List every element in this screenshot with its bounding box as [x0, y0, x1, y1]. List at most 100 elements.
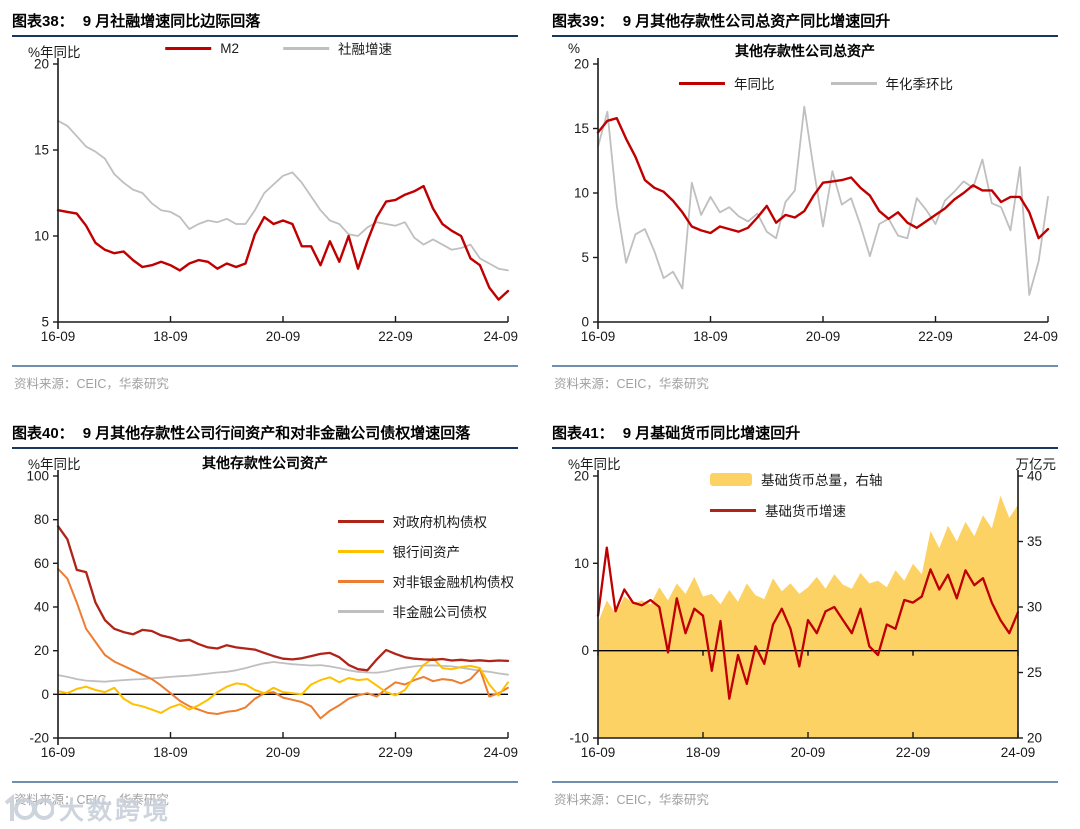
legend: 对政府机构债权 银行间资产对非银金融机构债权 非金融公司债权	[337, 511, 515, 621]
svg-text:80: 80	[34, 512, 49, 527]
svg-text:35: 35	[1027, 534, 1042, 549]
y-axis-unit-label: %年同比	[28, 45, 81, 61]
figure-title: 9 月基础货币同比增速回升	[622, 425, 801, 442]
svg-text:20: 20	[574, 469, 589, 484]
legend-item: 非金融公司债权	[337, 601, 515, 621]
svg-text:40: 40	[34, 600, 49, 615]
legend-label: 基础货币总量，右轴	[761, 473, 883, 489]
svg-text:18-09: 18-09	[153, 329, 188, 344]
svg-text:20-09: 20-09	[266, 745, 301, 760]
svg-text:100: 100	[26, 469, 49, 484]
line-swatch	[830, 81, 877, 85]
svg-text:0: 0	[41, 687, 49, 702]
source-rule	[12, 781, 518, 784]
svg-text:0: 0	[581, 643, 589, 658]
svg-text:22-09: 22-09	[896, 745, 931, 760]
svg-text:20-09: 20-09	[806, 329, 841, 344]
legend-label: 对政府机构债权	[392, 515, 488, 531]
legend-label: 对非银金融机构债权	[392, 575, 515, 591]
figure-40-chart: %年同比 其他存款性公司资产 对政府机构债权 银行间资产对非银金融机构债权 非金融公…	[12, 453, 518, 775]
svg-text:20-09: 20-09	[266, 329, 301, 344]
legend-label: 社融增速	[337, 42, 392, 58]
source-note: 资料来源：CEIC，华泰研究	[14, 377, 169, 392]
legend-label: 基础货币增速	[765, 504, 846, 520]
y-axis-unit-label: %年同比	[28, 457, 81, 473]
svg-text:30: 30	[1027, 600, 1042, 615]
svg-text:5: 5	[41, 315, 49, 330]
svg-text:18-09: 18-09	[693, 329, 728, 344]
chart-canvas: 0 5 10 15 20 16-09 18-09 20-09 22-09 24-09	[552, 36, 1064, 359]
legend: 年同比 年化季环比	[678, 73, 953, 93]
legend-item: 基础货币增速	[710, 500, 883, 520]
svg-text:16-09: 16-09	[581, 329, 616, 344]
svg-text:18-09: 18-09	[686, 745, 721, 760]
source-rule	[552, 781, 1058, 784]
line-swatch	[337, 609, 384, 613]
caption-rule	[12, 447, 518, 450]
svg-text:40: 40	[1027, 469, 1042, 484]
line-swatch	[678, 81, 725, 85]
figure-number: 图表41：	[552, 425, 614, 442]
source-rule	[12, 365, 518, 368]
line-swatch	[337, 549, 384, 553]
figure-title: 9 月其他存款性公司行间资产和对非金融公司债权增速回落	[82, 425, 471, 442]
chart-canvas: 5 10 15 20 16-09 18-09 20-09 22-09 24-09	[12, 36, 524, 359]
svg-text:20: 20	[34, 643, 49, 658]
legend-item: 年化季环比	[830, 73, 953, 93]
source-rule	[552, 365, 1058, 368]
figure-title: 9 月社融增速同比边际回落	[82, 13, 261, 30]
svg-text:-10: -10	[569, 731, 589, 746]
legend-item: 年同比	[678, 73, 775, 93]
svg-text:10: 10	[574, 186, 589, 201]
legend: 基础货币总量，右轴基础货币增速	[710, 469, 883, 520]
chart-canvas: -20 0 20 40 60 80 100 16-09 18-09 20-09 22-09 24-09	[12, 448, 524, 775]
caption-rule	[12, 35, 518, 38]
figure-39-caption: 图表39： 9 月其他存款性公司总资产同比增速回升	[552, 10, 1058, 35]
figure-title: 9 月其他存款性公司总资产同比增速回升	[622, 13, 891, 30]
figure-number: 图表39：	[552, 13, 614, 30]
area-swatch	[710, 472, 752, 486]
source-note: 资料来源：CEIC，华泰研究	[554, 793, 709, 808]
caption-rule	[552, 35, 1058, 38]
svg-text:20-09: 20-09	[791, 745, 826, 760]
svg-text:10: 10	[574, 556, 589, 571]
svg-text:60: 60	[34, 556, 49, 571]
legend-item: 社融增速	[282, 38, 392, 58]
chart-canvas: -10 0 10 20 20 25 30 35 40 16-09 18-09 20-09 22-09 24…	[552, 448, 1064, 775]
legend-label: 银行间资产	[392, 545, 461, 561]
figure-38-panel: 图表38： 9 月社融增速同比边际回落 %年同比 M2 社融增速 5 10 15 20 16…	[0, 0, 540, 412]
line-swatch	[282, 46, 329, 50]
svg-text:18-09: 18-09	[153, 745, 188, 760]
legend-label: 非金融公司债权	[392, 605, 488, 621]
line-swatch	[165, 46, 212, 50]
figure-39-chart: % 其他存款性公司总资产 年同比 年化季环比 0 5 10 15 20 16-09 18-09…	[552, 41, 1058, 359]
figure-39-panel: 图表39： 9 月其他存款性公司总资产同比增速回升 % 其他存款性公司总资产 年同…	[540, 0, 1080, 412]
figure-number: 图表40：	[12, 425, 74, 442]
svg-text:22-09: 22-09	[918, 329, 953, 344]
legend-item: M2	[165, 38, 239, 58]
svg-text:-20: -20	[29, 731, 49, 746]
chart-subtitle: 其他存款性公司总资产	[735, 43, 875, 60]
svg-text:15: 15	[574, 121, 589, 136]
legend-label: 年同比	[733, 77, 775, 93]
svg-text:22-09: 22-09	[378, 329, 413, 344]
figure-41-chart: %年同比 万亿元 基础货币总量，右轴 基础货币增速 -10 0 10 20 20 25 30 3…	[552, 453, 1058, 775]
figure-41-panel: 图表41： 9 月基础货币同比增速回升 %年同比 万亿元 基础货币总量，右轴 基础货…	[540, 412, 1080, 829]
y-axis-unit-label: %年同比	[568, 457, 621, 473]
figure-40-caption: 图表40： 9 月其他存款性公司行间资产和对非金融公司债权增速回落	[12, 422, 518, 447]
legend: M2 社融增速	[165, 38, 392, 58]
svg-text:16-09: 16-09	[581, 745, 616, 760]
figure-38-chart: %年同比 M2 社融增速 5 10 15 20 16-09 18-09 20-09 22-09 2…	[12, 41, 518, 359]
svg-text:22-09: 22-09	[378, 745, 413, 760]
caption-rule	[552, 447, 1058, 450]
figure-40-panel: 图表40： 9 月其他存款性公司行间资产和对非金融公司债权增速回落 %年同比 其他…	[0, 412, 540, 829]
svg-text:24-09: 24-09	[1001, 745, 1036, 760]
figure-41-caption: 图表41： 9 月基础货币同比增速回升	[552, 422, 1058, 447]
line-swatch	[337, 519, 384, 523]
source-note: 资料来源：CEIC，华泰研究	[554, 377, 709, 392]
chart-subtitle: 其他存款性公司资产	[202, 455, 328, 472]
y-axis-unit-label: %	[568, 41, 581, 57]
svg-text:20: 20	[34, 57, 49, 72]
figure-38-caption: 图表38： 9 月社融增速同比边际回落	[12, 10, 518, 35]
